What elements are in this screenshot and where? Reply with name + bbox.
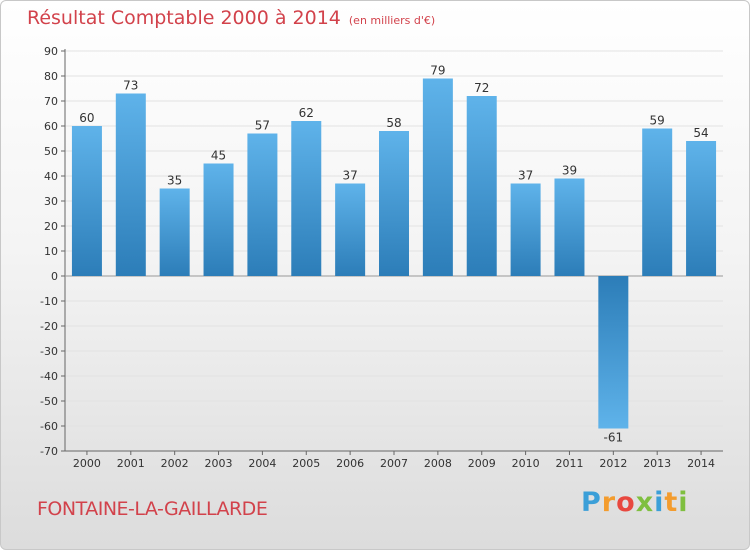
logo-letter: r bbox=[601, 487, 617, 518]
x-tick-label-2007: 2007 bbox=[380, 457, 408, 470]
y-tick-label: -70 bbox=[40, 445, 58, 458]
y-tick-label: 70 bbox=[44, 95, 58, 108]
y-tick-label: -40 bbox=[40, 370, 58, 383]
x-tick-label-2008: 2008 bbox=[424, 457, 452, 470]
bar-2003 bbox=[203, 163, 234, 276]
y-tick-label: -20 bbox=[40, 320, 58, 333]
x-tick-label-2011: 2011 bbox=[555, 457, 583, 470]
x-tick-label-2004: 2004 bbox=[248, 457, 276, 470]
bar-layer bbox=[71, 78, 717, 429]
y-tick-label: 30 bbox=[44, 195, 58, 208]
bar-2014 bbox=[686, 141, 717, 276]
data-label-2006: 37 bbox=[342, 169, 357, 183]
x-tick-label-2005: 2005 bbox=[292, 457, 320, 470]
logo-letter: x bbox=[635, 487, 655, 518]
data-label-2000: 60 bbox=[79, 111, 94, 125]
y-tick-label: 90 bbox=[44, 45, 58, 58]
y-tick-label: 60 bbox=[44, 120, 58, 133]
data-label-2014: 54 bbox=[693, 126, 708, 140]
data-label-2001: 73 bbox=[123, 79, 138, 93]
bar-2008 bbox=[422, 78, 453, 276]
commune-name: FONTAINE-LA-GAILLARDE bbox=[37, 498, 268, 520]
logo-letter: i bbox=[678, 487, 689, 518]
bar-2005 bbox=[291, 121, 322, 276]
data-label-2011: 39 bbox=[562, 164, 577, 178]
chart-title: Résultat Comptable 2000 à 2014 bbox=[27, 7, 341, 29]
x-tick-label-2002: 2002 bbox=[161, 457, 189, 470]
bar-2009 bbox=[466, 96, 497, 276]
chart-subtitle: (en milliers d'€) bbox=[348, 14, 436, 27]
proxiti-logo: Proxiti bbox=[581, 487, 689, 518]
x-tick-label-2001: 2001 bbox=[117, 457, 145, 470]
label-layer: 60 73 35 45 57 62 37 58 79 72 37 39 -61 59 54 bbox=[79, 64, 708, 445]
x-tick-label-2006: 2006 bbox=[336, 457, 364, 470]
y-tick-label: -10 bbox=[40, 295, 58, 308]
x-tick-label-2012: 2012 bbox=[599, 457, 627, 470]
y-tick-label: -50 bbox=[40, 395, 58, 408]
data-label-2009: 72 bbox=[474, 81, 489, 95]
title-row: Résultat Comptable 2000 à 2014 (en millie… bbox=[27, 7, 435, 29]
data-label-2004: 57 bbox=[255, 119, 270, 133]
y-tick-label: 80 bbox=[44, 70, 58, 83]
bar-2004 bbox=[247, 133, 278, 276]
axis-layer: 9080706050403020100-10-20-30-40-50-60-70… bbox=[40, 45, 723, 470]
logo-letter: P bbox=[581, 487, 602, 518]
x-tick-label-2010: 2010 bbox=[512, 457, 540, 470]
bar-2000 bbox=[71, 126, 102, 276]
y-tick-label: -60 bbox=[40, 420, 58, 433]
data-label-2005: 62 bbox=[299, 106, 314, 120]
x-tick-label-2000: 2000 bbox=[73, 457, 101, 470]
logo-letter: i bbox=[654, 487, 665, 518]
bar-2013 bbox=[642, 128, 673, 276]
bar-2012 bbox=[598, 276, 629, 429]
data-label-2013: 59 bbox=[650, 114, 665, 128]
logo-letter: t bbox=[664, 487, 679, 518]
y-tick-label: 20 bbox=[44, 220, 58, 233]
y-tick-label: 10 bbox=[44, 245, 58, 258]
logo-letter: o bbox=[616, 487, 636, 518]
bar-2002 bbox=[159, 188, 190, 276]
data-label-2010: 37 bbox=[518, 169, 533, 183]
bar-2011 bbox=[554, 178, 585, 276]
data-label-2008: 79 bbox=[430, 64, 445, 78]
x-tick-label-2003: 2003 bbox=[205, 457, 233, 470]
x-tick-label-2013: 2013 bbox=[643, 457, 671, 470]
y-tick-label: 40 bbox=[44, 170, 58, 183]
x-tick-label-2009: 2009 bbox=[468, 457, 496, 470]
y-tick-label: 0 bbox=[51, 270, 58, 283]
bar-2001 bbox=[115, 93, 146, 276]
y-tick-label: 50 bbox=[44, 145, 58, 158]
bar-2006 bbox=[335, 183, 366, 276]
y-tick-label: -30 bbox=[40, 345, 58, 358]
data-label-2012: -61 bbox=[604, 431, 624, 445]
data-label-2002: 35 bbox=[167, 174, 182, 188]
bar-2007 bbox=[379, 131, 409, 276]
data-label-2003: 45 bbox=[211, 149, 226, 163]
data-label-2007: 58 bbox=[386, 116, 401, 130]
bar-2010 bbox=[510, 183, 541, 276]
x-tick-label-2014: 2014 bbox=[687, 457, 715, 470]
